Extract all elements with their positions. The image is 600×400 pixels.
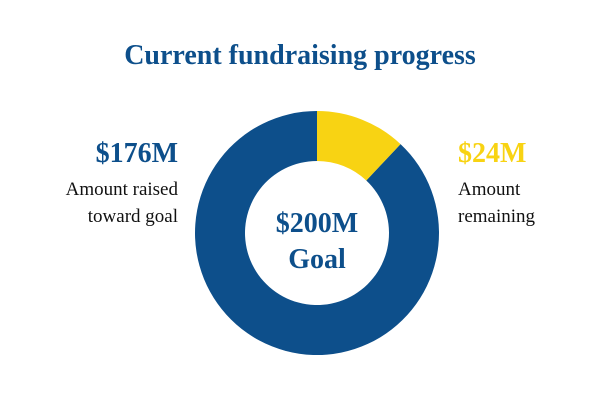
- value-label: $176M: [95, 138, 178, 169]
- center-sublabel: Goal: [288, 244, 346, 275]
- value-label: $24M: [458, 138, 527, 169]
- center-label: $200M: [275, 208, 359, 239]
- label-group: $24M Amount remaining: [458, 138, 558, 230]
- donut-slice: [317, 111, 401, 181]
- category-label: Amount raised toward goal: [65, 179, 178, 227]
- category-label: Amount remaining: [458, 179, 536, 227]
- donut-slice: [194, 111, 439, 355]
- chart-title: Current fundraising progress: [124, 40, 476, 71]
- label-group: $176M Amount raised toward goal: [38, 138, 178, 230]
